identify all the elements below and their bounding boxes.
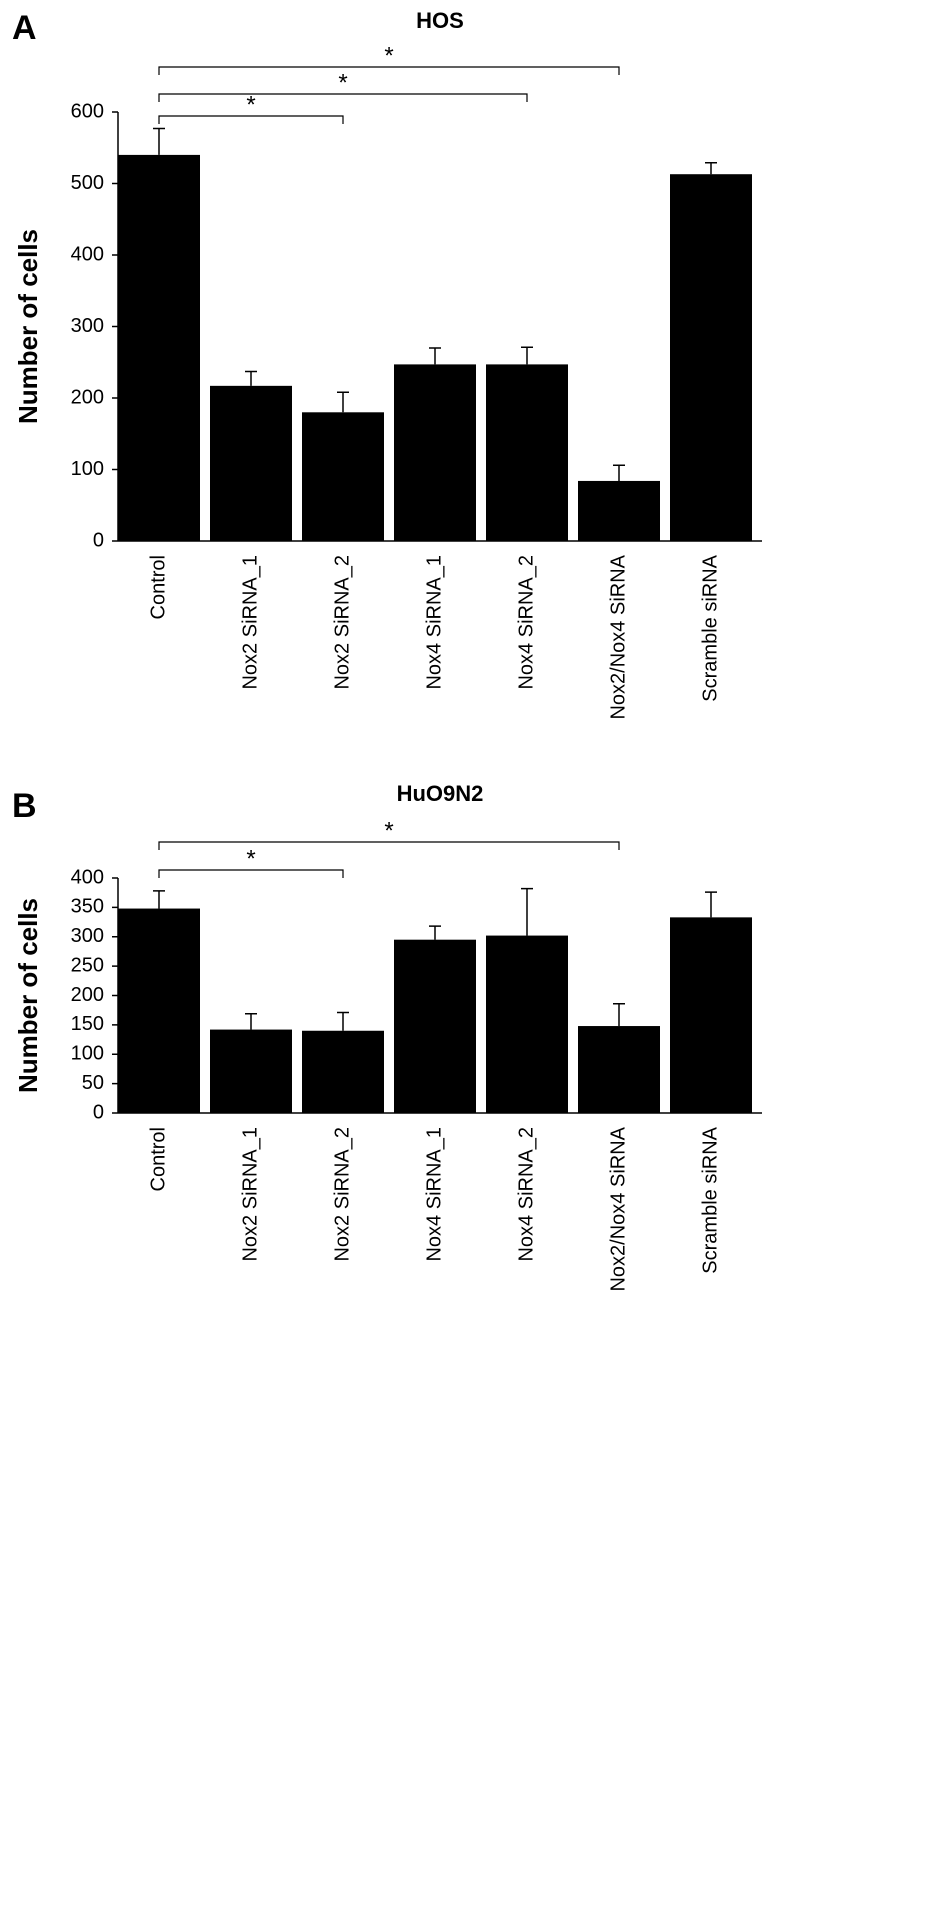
x-tick-label: Nox2 SiRNA_1 (239, 555, 261, 690)
error-bar (705, 891, 717, 918)
x-tick-label: Nox4 SiRNA_1 (423, 1127, 445, 1262)
error-bar (613, 1002, 625, 1027)
significance-bracket (158, 93, 528, 102)
chart-title: HOS (416, 8, 464, 33)
y-tick-label: 400 (71, 866, 104, 888)
error-bar (613, 464, 625, 481)
bar (578, 1026, 660, 1113)
y-tick-label: 100 (71, 1043, 104, 1065)
significance-label: * (338, 69, 347, 96)
bar (118, 908, 200, 1113)
significance-bracket (158, 869, 344, 878)
y-tick-label: 50 (82, 1072, 104, 1094)
y-tick-label: 300 (71, 925, 104, 947)
error-bar (245, 370, 257, 386)
y-tick-label: 500 (71, 172, 104, 194)
chart-title: HuO9N2 (397, 781, 484, 806)
y-tick-label: 100 (71, 458, 104, 480)
y-tick-label: 150 (71, 1013, 104, 1035)
error-bar (337, 1011, 349, 1031)
x-tick-label: Nox2 SiRNA_2 (331, 555, 353, 690)
bar (670, 917, 752, 1113)
y-tick-label: 200 (71, 386, 104, 408)
significance-label: * (384, 42, 393, 69)
significance-label: * (246, 845, 255, 872)
panel-label: A (12, 9, 37, 47)
bar (578, 480, 660, 541)
error-bar (153, 890, 165, 909)
significance-bracket (158, 115, 344, 124)
x-tick-label: Control (147, 555, 169, 619)
bar (118, 154, 200, 541)
x-tick-label: Scramble siRNA (699, 1126, 721, 1273)
x-tick-label: Nox2 SiRNA_2 (331, 1127, 353, 1262)
bar (486, 364, 568, 541)
bar (210, 385, 292, 541)
bar (486, 935, 568, 1113)
error-bar (521, 887, 533, 936)
error-bar (337, 391, 349, 413)
bar (210, 1029, 292, 1113)
y-tick-label: 400 (71, 243, 104, 265)
error-bar (429, 347, 441, 365)
bar (394, 939, 476, 1113)
significance-bracket (158, 66, 620, 75)
error-bar (705, 162, 717, 175)
significance-label: * (384, 817, 393, 844)
bar (302, 1030, 384, 1113)
x-tick-label: Control (147, 1127, 169, 1191)
error-bar (245, 1012, 257, 1030)
x-tick-label: Nox2 SiRNA_1 (239, 1127, 261, 1262)
x-tick-label: Nox4 SiRNA_2 (515, 1127, 537, 1262)
y-axis-label: Number of cells (13, 229, 43, 424)
y-tick-label: 0 (93, 529, 104, 551)
y-axis-label: Number of cells (13, 898, 43, 1093)
bar (670, 174, 752, 541)
y-tick-label: 600 (71, 100, 104, 122)
panel-label: B (12, 787, 37, 825)
x-tick-label: Nox2/Nox4 SiRNA (607, 554, 629, 719)
error-bar (521, 346, 533, 365)
x-tick-label: Nox4 SiRNA_2 (515, 555, 537, 690)
x-tick-label: Nox4 SiRNA_1 (423, 555, 445, 690)
bar (302, 412, 384, 541)
error-bar (429, 925, 441, 940)
x-tick-label: Scramble siRNA (699, 554, 721, 701)
y-tick-label: 200 (71, 984, 104, 1006)
bar (394, 364, 476, 541)
x-tick-label: Nox2/Nox4 SiRNA (607, 1126, 629, 1291)
y-tick-label: 250 (71, 954, 104, 976)
significance-bracket (158, 841, 620, 850)
y-tick-label: 350 (71, 896, 104, 918)
y-tick-label: 0 (93, 1101, 104, 1123)
significance-label: * (246, 91, 255, 118)
error-bar (153, 127, 165, 155)
y-tick-label: 300 (71, 315, 104, 337)
